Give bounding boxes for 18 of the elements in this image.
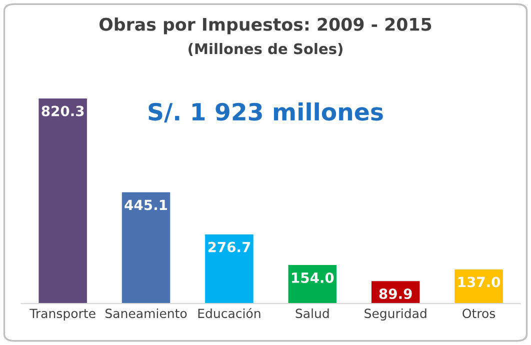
x-tick-label: Salud [296,308,329,318]
bar [122,192,170,304]
chart-subtitle: (Millones de Soles) [188,42,342,56]
x-tick-label: Saneamiento [106,308,187,318]
annotation: S/. 1 923 millones [148,102,383,123]
bar [38,98,87,304]
data-label: 137.0 [458,276,500,288]
data-label: 154.0 [292,272,334,283]
data-label: 276.7 [208,242,250,252]
x-tick-label: Educación [198,308,260,318]
chart-title: Obras por Impuestos: 2009 - 2015 [100,17,432,34]
x-tick-label: Seguridad [364,308,426,321]
x-tick-label: Transporte [30,308,96,321]
bar [205,234,254,304]
data-label: 820.3 [42,106,84,116]
data-label: 89.9 [379,288,412,300]
data-label: 445.1 [124,200,168,210]
x-tick-label: Otros [462,308,496,318]
